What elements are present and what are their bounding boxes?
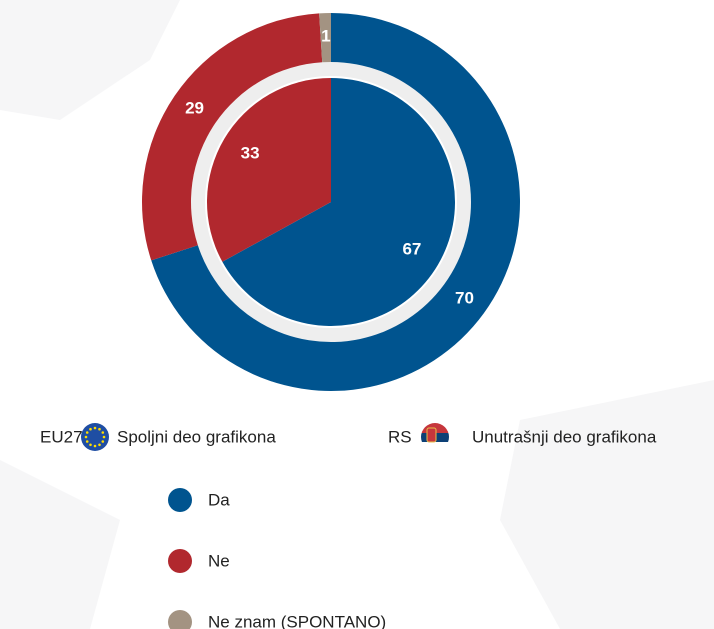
eu-star xyxy=(102,435,106,439)
legend-series-name: EU27 xyxy=(40,427,83,446)
legend-series-name: RS xyxy=(388,427,412,446)
eu-star xyxy=(93,426,97,430)
eu-star xyxy=(84,435,88,439)
eu-star xyxy=(93,444,97,448)
legend-swatch xyxy=(168,610,192,629)
eu-flag-icon xyxy=(81,423,109,451)
legend-swatch xyxy=(168,488,192,512)
eu-star xyxy=(85,431,89,434)
eu-star xyxy=(101,431,105,434)
legend-series-label: Spoljni deo grafikona xyxy=(117,427,276,446)
eu-star xyxy=(98,427,101,431)
eu-star xyxy=(89,443,92,447)
data-label: 67 xyxy=(402,239,421,258)
legend-label: Ne xyxy=(208,551,230,570)
legend-series-label: Unutrašnji deo grafikona xyxy=(472,427,657,446)
eu-star xyxy=(98,443,101,447)
legend-label: Da xyxy=(208,490,230,509)
rs-flag-icon xyxy=(421,423,449,451)
data-label: 1 xyxy=(321,27,330,46)
data-label: 33 xyxy=(241,144,260,163)
inner-slice xyxy=(222,78,455,326)
data-label: 29 xyxy=(185,99,204,118)
legend-swatch xyxy=(168,549,192,573)
inner-slice xyxy=(206,77,331,262)
outer-slice xyxy=(141,13,323,261)
eu-star xyxy=(85,440,89,443)
outer-slice xyxy=(319,13,331,63)
data-label: 70 xyxy=(455,288,474,307)
eu-star xyxy=(89,427,92,431)
legend-label: Ne znam (SPONTANO) xyxy=(208,612,386,629)
eu-star xyxy=(101,440,105,443)
